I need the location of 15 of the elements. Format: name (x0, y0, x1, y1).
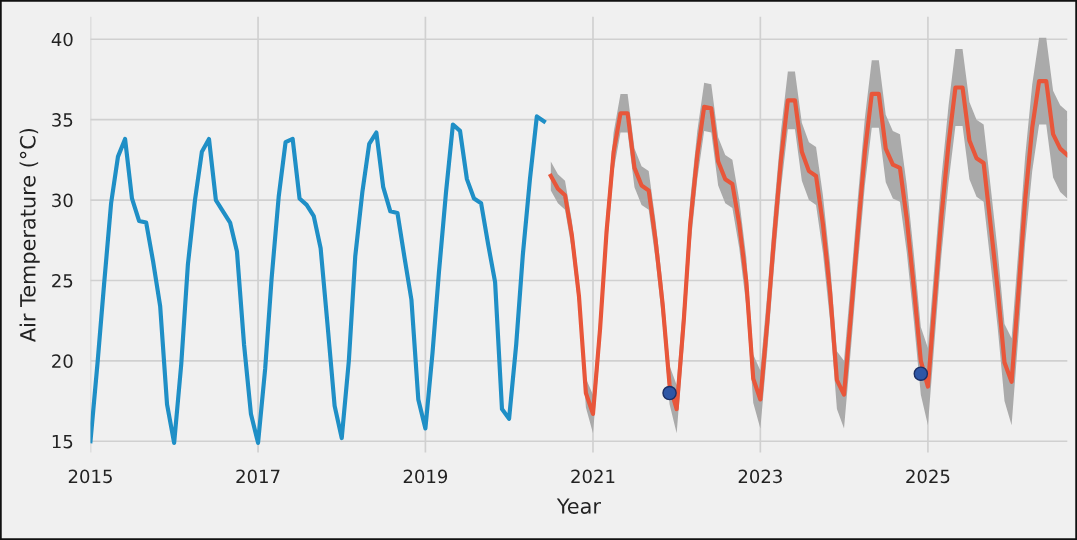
x-tick-label: 2023 (738, 469, 782, 484)
x-tick-label: 2021 (571, 469, 615, 484)
y-tick-label: 40 (51, 32, 73, 47)
y-tick-label: 35 (52, 113, 73, 127)
y-tick-label: 30 (52, 193, 73, 208)
x-tick-label: 2025 (906, 469, 950, 484)
x-tick-label: 2019 (403, 469, 448, 484)
y-tick-label: 25 (52, 273, 73, 288)
line-series (90, 114, 547, 445)
x-axis-title: Year (556, 498, 601, 514)
x-tick-label: 2015 (68, 469, 112, 484)
y-tick-label: 20 (52, 354, 73, 368)
y-tick-label: 15 (52, 434, 73, 449)
y-axis-title: Air Temperature (°C) (19, 128, 40, 342)
x-tick-label: 2017 (236, 469, 280, 484)
